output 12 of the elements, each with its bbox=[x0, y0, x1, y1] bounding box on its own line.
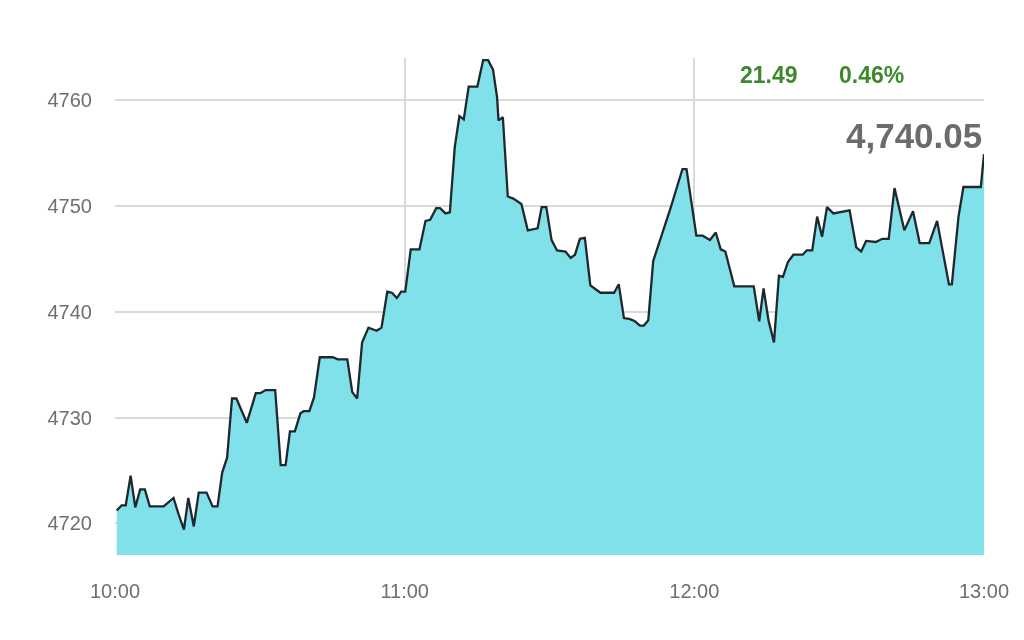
y-tick-label: 4740 bbox=[47, 300, 92, 323]
x-tick-label: 12:00 bbox=[669, 580, 720, 602]
y-tick-label: 4750 bbox=[47, 195, 92, 218]
annotation: 0.46% bbox=[839, 62, 905, 88]
y-tick-label: 4730 bbox=[47, 406, 92, 429]
x-tick-label: 13:00 bbox=[958, 580, 1010, 602]
y-tick-label: 4720 bbox=[47, 512, 92, 535]
annotation: 4,740.05 bbox=[846, 116, 983, 155]
annotation: 21.49 bbox=[740, 62, 798, 88]
x-tick-label: 10:00 bbox=[89, 580, 141, 602]
y-tick-label: 4760 bbox=[47, 89, 92, 112]
x-tick-label: 11:00 bbox=[380, 580, 429, 602]
